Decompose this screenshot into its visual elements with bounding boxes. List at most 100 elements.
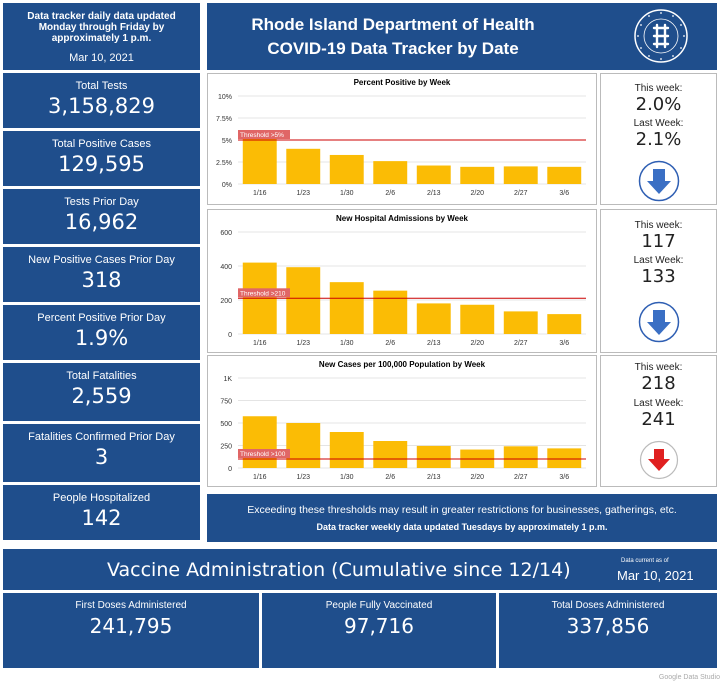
update-date: Mar 10, 2021 (69, 52, 134, 64)
bar (286, 423, 321, 468)
y-tick-label: 400 (220, 264, 232, 271)
this-week-label: This week: (634, 362, 683, 373)
bar (329, 282, 364, 334)
vaccine-label: Total Doses Administered (551, 600, 665, 611)
x-tick-label: 2/27 (514, 474, 528, 481)
last-week-label: Last Week: (633, 118, 684, 129)
y-tick-label: 1K (223, 376, 232, 383)
stat-label: Percent Positive Prior Day (37, 312, 166, 324)
y-tick-label: 0 (228, 466, 232, 473)
bar (286, 148, 321, 184)
x-tick-label: 1/16 (253, 340, 267, 347)
chart-title: New Cases per 100,000 Population by Week (318, 360, 486, 369)
y-tick-label: 250 (220, 444, 232, 451)
bar (503, 166, 538, 184)
x-tick-label: 2/20 (470, 190, 484, 197)
x-tick-label: 2/13 (427, 340, 441, 347)
stat-label: Total Tests (75, 80, 128, 92)
threshold-note: Exceeding these thresholds may result in… (247, 504, 677, 516)
week-panel-percent-positive: This week: 2.0% Last Week: 2.1% (600, 73, 717, 205)
bar (329, 432, 364, 468)
threshold-label: Threshold >5% (240, 132, 284, 139)
x-tick-label: 3/6 (559, 340, 569, 347)
update-note-box: Data tracker daily data updated Monday t… (3, 3, 200, 70)
stat-label: Total Positive Cases (51, 138, 152, 150)
stat-percent-positive-prior-day: Percent Positive Prior Day 1.9% (3, 305, 200, 360)
x-tick-label: 1/16 (253, 190, 267, 197)
chart-percent-positive-svg: 0% 2.5% 5% 7.5% 10% 1/16 1/23 1/30 2/6 2/13 2/20 2/… (216, 94, 586, 197)
x-tick-label: 2/6 (385, 190, 395, 197)
last-week-label: Last Week: (633, 255, 684, 266)
bar (373, 161, 408, 184)
y-tick-label: 750 (220, 399, 232, 406)
last-week-value: 241 (641, 409, 676, 430)
x-tick-label: 2/13 (427, 474, 441, 481)
down-arrow-icon (638, 301, 680, 343)
chart-hospital-admissions: New Hospital Admissions by Week 0 200 400 6… (207, 209, 597, 353)
y-tick-label: 2.5% (216, 160, 232, 167)
bar (416, 445, 451, 468)
bar (242, 416, 277, 468)
vaccine-label: First Doses Administered (75, 600, 187, 611)
vaccine-total-doses: Total Doses Administered 337,856 (499, 593, 717, 668)
bar (547, 448, 582, 468)
this-week-value: 117 (641, 231, 676, 252)
chart-percent-positive: Percent Positive by Week 0% 2.5% 5% 7.5% 10%… (207, 73, 597, 205)
bar (416, 303, 451, 334)
page-subtitle: COVID-19 Data Tracker by Date (267, 39, 519, 58)
x-tick-label: 2/20 (470, 474, 484, 481)
x-tick-label: 3/6 (559, 474, 569, 481)
vaccine-first-doses: First Doses Administered 241,795 (3, 593, 259, 668)
stat-value: 142 (81, 506, 122, 530)
google-data-studio-watermark: Google Data Studio (658, 674, 720, 681)
page-title: Rhode Island Department of Health (251, 15, 535, 34)
vaccine-title: Vaccine Administration (Cumulative since… (107, 559, 571, 581)
chart-title: Percent Positive by Week (353, 78, 451, 87)
stat-value: 3,158,829 (48, 94, 155, 118)
vaccine-value: 97,716 (344, 614, 414, 638)
y-tick-label: 5% (222, 138, 232, 145)
threshold-label-bg (238, 288, 290, 298)
stat-label: Fatalities Confirmed Prior Day (28, 431, 175, 443)
stat-label: New Positive Cases Prior Day (28, 254, 175, 266)
stat-new-positive-prior-day: New Positive Cases Prior Day 318 (3, 247, 200, 302)
y-tick-label: 0% (222, 182, 232, 189)
y-tick-label: 10% (218, 94, 232, 101)
title-banner: Rhode Island Department of Health COVID-… (207, 3, 717, 70)
bar (503, 446, 538, 468)
bar (547, 166, 582, 184)
bar (460, 166, 495, 184)
chart-new-cases: New Cases per 100,000 Population by Week… (207, 355, 597, 487)
stat-total-positive: Total Positive Cases 129,595 (3, 131, 200, 186)
x-tick-label: 1/16 (253, 474, 267, 481)
week-panel-new-cases: This week: 218 Last Week: 241 (600, 355, 717, 487)
down-arrow-icon (639, 440, 679, 480)
vaccine-fully-vaccinated: People Fully Vaccinated 97,716 (262, 593, 496, 668)
x-tick-label: 2/27 (514, 190, 528, 197)
last-week-value: 2.1% (635, 129, 682, 150)
x-tick-label: 2/20 (470, 340, 484, 347)
bar (373, 441, 408, 468)
week-panel-hospital-admissions: This week: 117 Last Week: 133 (600, 209, 717, 353)
threshold-note-banner: Exceeding these thresholds may result in… (207, 494, 717, 542)
vaccine-value: 337,856 (566, 614, 650, 638)
x-tick-label: 2/6 (385, 340, 395, 347)
update-note: Data tracker daily data updated Monday t… (27, 11, 176, 44)
stat-value: 129,595 (58, 152, 145, 176)
stat-value: 2,559 (71, 384, 132, 408)
this-week-label: This week: (634, 220, 683, 231)
vaccine-value: 241,795 (89, 614, 173, 638)
stat-fatalities-confirmed-prior-day: Fatalities Confirmed Prior Day 3 (3, 424, 200, 482)
stat-value: 1.9% (74, 326, 129, 350)
y-tick-label: 600 (220, 230, 232, 237)
x-tick-label: 2/13 (427, 190, 441, 197)
bar (416, 165, 451, 184)
vaccine-banner: Vaccine Administration (Cumulative since… (3, 549, 717, 590)
y-tick-label: 500 (220, 421, 232, 428)
stat-value: 318 (81, 268, 122, 292)
stat-label: People Hospitalized (52, 492, 151, 504)
this-week-value: 2.0% (635, 94, 682, 115)
bar (503, 311, 538, 334)
chart-title: New Hospital Admissions by Week (335, 214, 469, 223)
this-week-value: 218 (641, 373, 676, 394)
